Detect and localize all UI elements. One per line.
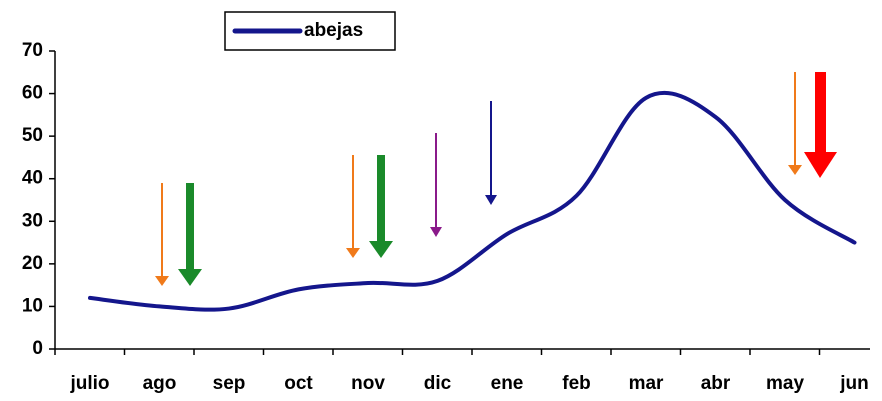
- y-tick-label: 20: [22, 253, 43, 274]
- x-tick-label: julio: [69, 373, 109, 394]
- x-tick-label: abr: [701, 373, 731, 394]
- y-tick-label: 0: [32, 338, 43, 359]
- arrow-red: [804, 72, 837, 178]
- x-tick-label: jun: [839, 373, 869, 394]
- x-tick-label: may: [766, 373, 804, 394]
- x-tick-label: dic: [424, 373, 452, 394]
- y-tick-label: 10: [22, 295, 43, 316]
- arrow-purple: [430, 133, 442, 237]
- y-tick-label: 40: [22, 168, 43, 189]
- x-tick-label: sep: [213, 373, 246, 394]
- x-tick-label: nov: [351, 373, 385, 394]
- arrows: [155, 72, 837, 286]
- arrow-navy: [485, 101, 497, 205]
- y-tick-label: 30: [22, 210, 43, 231]
- y-tick-label: 60: [22, 83, 43, 104]
- legend-label: abejas: [304, 20, 363, 41]
- x-tick-label: oct: [284, 373, 313, 394]
- arrow-orange: [155, 72, 802, 286]
- x-tick-label: mar: [629, 373, 664, 394]
- x-tick-label: ago: [143, 373, 177, 394]
- y-tick-label: 70: [22, 40, 43, 61]
- x-tick-label: feb: [562, 373, 591, 394]
- arrow-green: [178, 155, 393, 286]
- x-tick-label: ene: [491, 373, 524, 394]
- y-tick-label: 50: [22, 125, 43, 146]
- line-series: [88, 90, 857, 312]
